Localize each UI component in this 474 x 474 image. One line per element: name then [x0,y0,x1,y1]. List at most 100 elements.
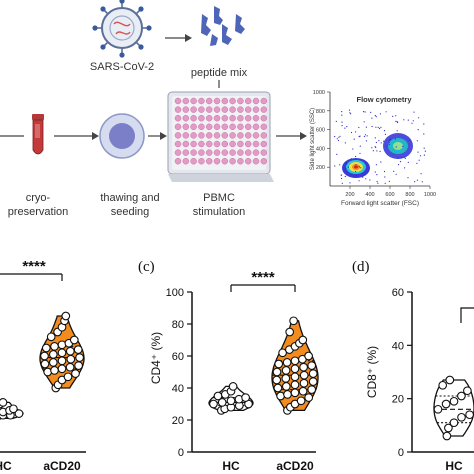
plate-well [244,140,252,148]
panel-c-violin-plot: CD4⁺ (%) **** HC aCD20 0 20 40 60 80 100 [149,269,319,473]
data-point [273,383,283,393]
plate-well [260,149,268,156]
plate-well [205,97,213,105]
plate-well [174,157,182,165]
panel-c-y-tick-label: 0 [178,447,184,459]
plate-well [237,157,244,165]
flow-event [402,145,404,147]
flow-event [407,177,409,179]
plate-well [190,97,197,105]
step-label-thaw-1: thawing and [100,192,159,204]
flow-event [366,135,368,137]
flow-event [334,165,336,167]
plate-well [244,97,252,105]
arrowhead [160,132,167,140]
panel-b-category-hc: HC [0,459,12,473]
flow-xlabel: Forward light scatter (FSC) [341,200,419,207]
panel-d-letter: (d) [352,259,370,275]
flow-event [363,111,365,113]
flow-event [348,109,351,111]
flow-event [346,126,348,128]
data-point [65,362,75,372]
data-point [457,412,466,422]
data-point [298,335,308,345]
flow-event [359,152,361,154]
flow-event [388,142,390,144]
plate-well [205,123,213,131]
panel-c-y-tick-label: 100 [166,287,184,299]
data-point [14,409,24,418]
data-point [217,398,227,407]
flow-event [345,168,347,170]
plate-well [190,123,197,131]
panel-d-violin-plot: CD8⁺ (%) HC 0 20 40 60 [365,287,474,473]
data-point [228,382,238,391]
data-point [272,375,282,385]
data-point [465,410,474,420]
data-point [46,332,56,342]
flow-event [358,166,360,168]
plate-well [213,106,221,113]
plate-well [244,157,252,165]
panel-d-category-hc: HC [445,459,463,473]
flow-event [379,150,381,153]
flow-event [335,120,337,122]
flow-event [413,111,415,113]
virus-icon [92,0,152,58]
plate-well [260,106,268,113]
flow-event [355,131,357,133]
data-point [457,391,466,401]
plate-well [213,140,221,148]
flow-event [347,166,349,168]
data-point [441,399,451,409]
flow-event [392,115,394,117]
flow-event [380,126,382,128]
flow-event [355,164,357,166]
plate-well [221,114,229,122]
flow-event [383,140,385,142]
plate-well [237,123,244,131]
flow-event [383,130,386,132]
data-point [41,343,51,353]
plate-well [182,140,190,148]
flow-event [339,164,341,166]
plate-well [221,132,229,139]
flow-event [374,146,376,148]
plate-well [260,140,268,148]
data-point [66,354,76,364]
data-point [290,380,300,390]
panel-d-y-tick-label: 0 [398,447,404,459]
flow-event [341,121,343,123]
plate-well [244,123,252,131]
plate-well [260,132,268,139]
plate-well [237,97,244,105]
arrowhead [92,132,99,140]
plate-well [229,149,236,156]
panel-d-y-tick-label: 60 [392,287,404,299]
flow-event [359,145,361,147]
flow-event [395,120,397,122]
data-point [213,391,223,401]
plate-well [198,157,205,165]
data-point [61,311,71,321]
workflow-schematic: SARS-CoV-2 peptide mix [0,0,436,218]
data-point [289,316,298,326]
panel-b-significance: **** [22,258,46,275]
flow-event [344,175,346,178]
flow-event [339,135,341,137]
flow-event [375,116,377,118]
flow-event [364,111,366,113]
flow-event [376,181,378,183]
data-point [449,396,459,406]
flow-event [374,171,376,173]
flow-event [362,176,364,178]
arrowhead [300,132,307,140]
flow-event [400,156,402,158]
flow-event [388,144,390,146]
plate-well [252,140,260,148]
flow-event [380,161,382,163]
plate-well [205,132,213,139]
plate-well [252,149,260,156]
plate-well [190,106,197,113]
flow-event [340,177,343,180]
